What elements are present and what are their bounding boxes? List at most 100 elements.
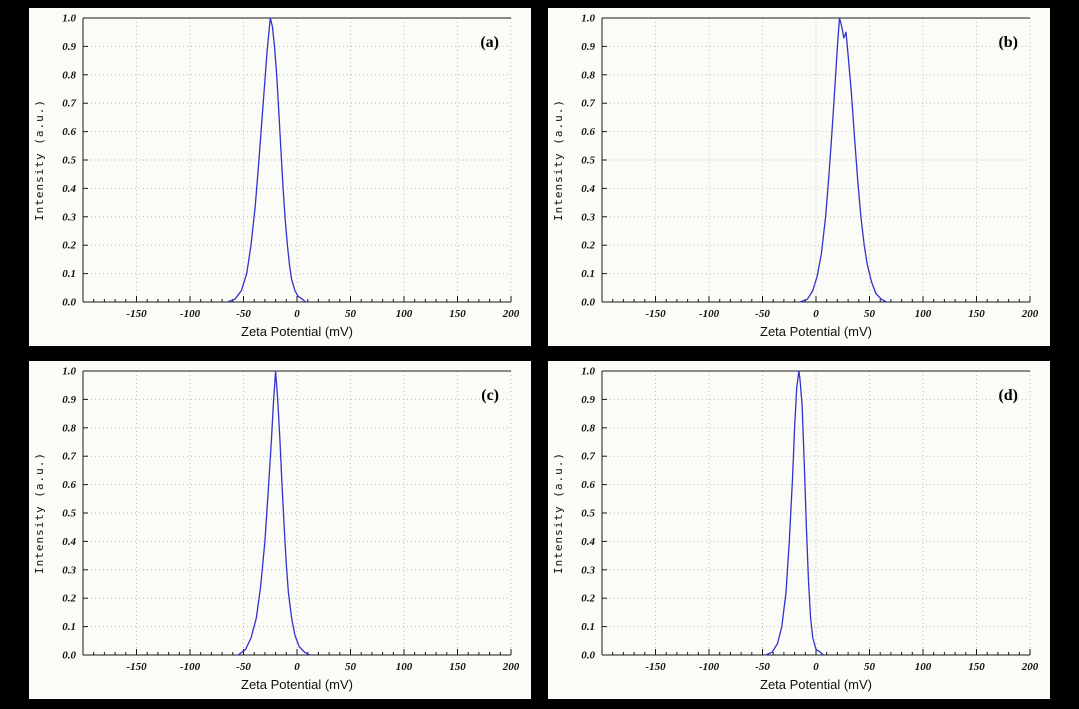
y-tick-label: 0.2	[581, 593, 595, 605]
y-tick-label: 0.0	[581, 650, 595, 662]
x-tick-label: 150	[449, 308, 466, 320]
y-tick-label: 0.6	[62, 479, 76, 491]
y-tick-label: 0.1	[581, 268, 595, 280]
x-tick-label: 200	[502, 661, 520, 673]
intensity-curve	[237, 370, 311, 656]
x-tick-label: 0	[294, 308, 300, 320]
x-tick-label: 150	[968, 308, 985, 320]
y-tick-label: 0.8	[62, 422, 76, 434]
x-tick-label: 100	[915, 661, 932, 673]
intensity-curve	[226, 17, 307, 303]
x-tick-label: -150	[645, 661, 666, 673]
y-tick-label: 0.8	[581, 69, 595, 81]
y-tick-label: 0.1	[62, 268, 76, 280]
y-tick-label: 0.5	[62, 155, 76, 167]
y-tick-label: 0.5	[581, 155, 595, 167]
x-tick-label: -150	[126, 308, 147, 320]
x-tick-label: 100	[915, 308, 932, 320]
y-tick-label: 0.5	[581, 508, 595, 520]
y-tick-label: 0.4	[581, 536, 595, 548]
y-tick-label: 0.6	[581, 126, 595, 138]
x-tick-label: 0	[813, 661, 819, 673]
y-tick-label: 0.1	[62, 621, 76, 633]
y-tick-label: 0.6	[62, 126, 76, 138]
y-tick-label: 0.9	[62, 41, 76, 53]
y-tick-label: 0.2	[62, 593, 76, 605]
y-tick-label: 0.9	[581, 394, 595, 406]
y-tick-label: 0.4	[62, 183, 76, 195]
y-tick-label: 0.7	[581, 98, 595, 110]
y-tick-label: 0.7	[62, 98, 76, 110]
y-tick-label: 0.3	[62, 211, 76, 223]
x-tick-label: 100	[396, 308, 413, 320]
panel-c: -150 -100 -50 0 50 100 150 200 0.0 0.1 0.2 0.3 0.4 0.…	[29, 361, 531, 699]
y-tick-label: 0.0	[62, 297, 76, 309]
panel-label-b: (b)	[998, 34, 1018, 51]
chart-svg-a: -150 -100 -50 0 50 100 150 200 0.0 0.1 0.2 0.3 0.4 0.…	[33, 13, 520, 340]
x-tick-label: 150	[449, 661, 466, 673]
x-tick-label: -150	[126, 661, 147, 673]
x-tick-label: -50	[755, 661, 770, 673]
zeta-chart-d: -150 -100 -50 0 50 100 150 200 0.0 0.1 0.2 0.3 0.4 0.…	[548, 361, 1050, 699]
y-axis-label: Intensity (a.u.)	[552, 99, 565, 221]
zeta-chart-a: -150 -100 -50 0 50 100 150 200 0.0 0.1 0.2 0.3 0.4 0.…	[29, 8, 531, 346]
intensity-curve	[799, 17, 888, 303]
x-tick-label: -150	[645, 308, 666, 320]
y-tick-label: 0.9	[62, 394, 76, 406]
y-axis-label: Intensity (a.u.)	[552, 452, 565, 574]
x-tick-label: 50	[345, 308, 357, 320]
y-tick-label: 0.4	[62, 536, 76, 548]
x-tick-label: 100	[396, 661, 413, 673]
panel-label-a: (a)	[480, 34, 499, 51]
zeta-chart-b: -150 -100 -50 0 50 100 150 200 0.0 0.1 0.2 0.3 0.4 0.…	[548, 8, 1050, 346]
y-tick-label: 0.5	[62, 508, 76, 520]
x-tick-label: -100	[180, 661, 201, 673]
x-tick-label: -50	[236, 661, 251, 673]
x-tick-label: 50	[345, 661, 357, 673]
x-tick-label: -50	[755, 308, 770, 320]
x-tick-label: 200	[1021, 308, 1039, 320]
panel-b: -150 -100 -50 0 50 100 150 200 0.0 0.1 0.2 0.3 0.4 0.…	[548, 8, 1050, 346]
y-tick-label: 1.0	[62, 366, 76, 378]
y-tick-label: 0.2	[581, 240, 595, 252]
y-tick-label: 0.3	[581, 211, 595, 223]
y-tick-label: 0.9	[581, 41, 595, 53]
intensity-curve	[765, 370, 825, 656]
y-tick-label: 0.8	[581, 422, 595, 434]
chart-svg-b: -150 -100 -50 0 50 100 150 200 0.0 0.1 0.2 0.3 0.4 0.…	[552, 13, 1039, 340]
y-tick-label: 0.8	[62, 69, 76, 81]
x-tick-label: 0	[813, 308, 819, 320]
x-axis-label: Zeta Potential (mV)	[760, 677, 872, 692]
x-tick-label: 50	[864, 661, 876, 673]
y-tick-label: 0.7	[581, 451, 595, 463]
zeta-chart-c: -150 -100 -50 0 50 100 150 200 0.0 0.1 0.2 0.3 0.4 0.…	[29, 361, 531, 699]
y-tick-label: 0.3	[581, 564, 595, 576]
y-tick-label: 0.3	[62, 564, 76, 576]
x-tick-label: -100	[180, 308, 201, 320]
y-tick-label: 0.7	[62, 451, 76, 463]
panel-a: -150 -100 -50 0 50 100 150 200 0.0 0.1 0.2 0.3 0.4 0.…	[29, 8, 531, 346]
y-tick-label: 1.0	[581, 13, 595, 25]
panel-label-d: (d)	[998, 387, 1018, 404]
x-axis-label: Zeta Potential (mV)	[241, 324, 353, 339]
x-tick-label: 200	[502, 308, 520, 320]
x-tick-label: -100	[699, 661, 720, 673]
x-tick-label: -50	[236, 308, 251, 320]
x-tick-label: 200	[1021, 661, 1039, 673]
y-axis-label: Intensity (a.u.)	[33, 99, 46, 221]
y-tick-label: 0.2	[62, 240, 76, 252]
chart-svg-c: -150 -100 -50 0 50 100 150 200 0.0 0.1 0.2 0.3 0.4 0.…	[33, 366, 520, 693]
chart-svg-d: -150 -100 -50 0 50 100 150 200 0.0 0.1 0.2 0.3 0.4 0.…	[552, 366, 1039, 693]
y-tick-label: 0.4	[581, 183, 595, 195]
y-tick-label: 1.0	[581, 366, 595, 378]
y-tick-label: 0.1	[581, 621, 595, 633]
y-tick-label: 0.6	[581, 479, 595, 491]
y-axis-label: Intensity (a.u.)	[33, 452, 46, 574]
y-tick-label: 0.0	[581, 297, 595, 309]
x-axis-label: Zeta Potential (mV)	[241, 677, 353, 692]
x-tick-label: 50	[864, 308, 876, 320]
panel-d: -150 -100 -50 0 50 100 150 200 0.0 0.1 0.2 0.3 0.4 0.…	[548, 361, 1050, 699]
x-tick-label: 0	[294, 661, 300, 673]
x-tick-label: 150	[968, 661, 985, 673]
y-tick-label: 1.0	[62, 13, 76, 25]
